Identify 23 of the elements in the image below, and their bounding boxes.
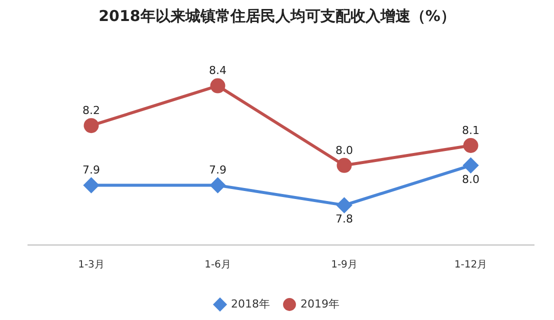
point — [463, 138, 478, 153]
point — [84, 118, 99, 134]
x-tick-label: 1-9月 — [331, 260, 358, 271]
point — [336, 198, 352, 213]
data-label: 7.8 — [336, 212, 353, 226]
legend-label: 2018年 — [231, 297, 270, 310]
point — [84, 178, 99, 193]
data-label: 8.0 — [336, 144, 353, 157]
x-tick-label: 1-3月 — [78, 260, 104, 271]
data-label: 8.4 — [209, 64, 226, 78]
data-label: 7.9 — [82, 164, 100, 177]
x-tick-label: 1-6月 — [204, 260, 231, 271]
legend-label: 2019年 — [300, 297, 340, 310]
data-label: 7.9 — [209, 164, 226, 177]
data-label: 8.2 — [82, 104, 100, 117]
data-label: 8.0 — [462, 172, 480, 186]
point — [336, 158, 352, 173]
chart-title: 2018年以来城镇常住居民人均可支配收入增速（%） — [98, 6, 456, 25]
data-label: 8.1 — [462, 124, 480, 137]
x-tick-label: 1-12月 — [454, 260, 488, 271]
point — [463, 158, 478, 173]
point — [210, 178, 226, 193]
point — [210, 78, 226, 94]
